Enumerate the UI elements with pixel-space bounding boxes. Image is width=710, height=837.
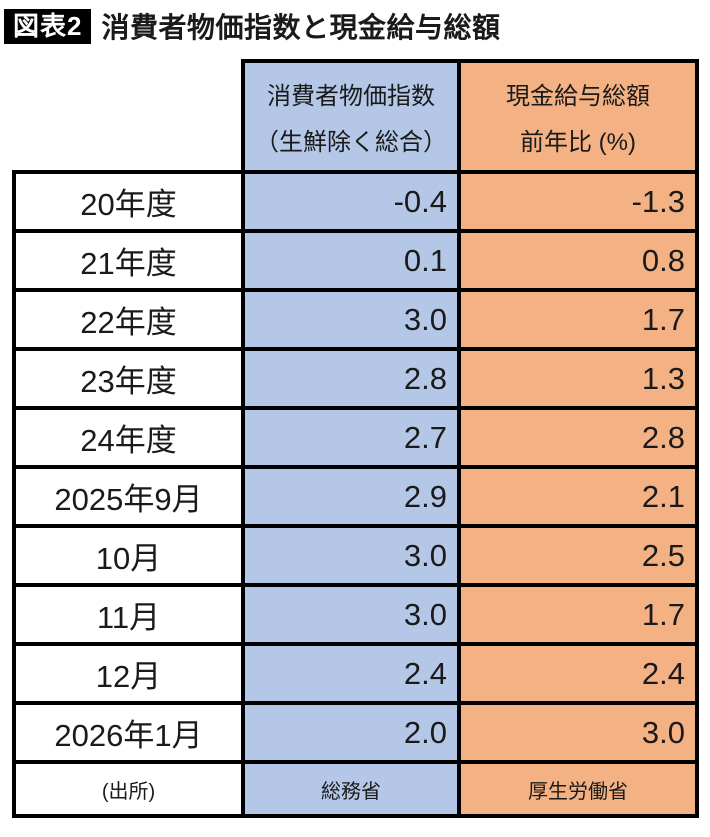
source-row: (出所) 総務省 厚生労働省 [12,760,699,818]
cpi-value: 2.7 [241,406,461,469]
wage-value: 2.1 [457,465,699,528]
header-cpi: 消費者物価指数 （生鮮除く総合） [241,59,461,174]
table-row: 22年度 3.0 1.7 [12,288,699,351]
wage-value: 2.8 [457,406,699,469]
table-row: 21年度 0.1 0.8 [12,229,699,292]
wage-source: 厚生労働省 [457,760,699,818]
source-label: (出所) [12,760,245,818]
header-empty-cell [14,61,243,172]
cpi-source: 総務省 [241,760,461,818]
row-label: 2025年9月 [12,465,245,528]
cpi-value: 2.9 [241,465,461,528]
cpi-value: 2.8 [241,347,461,410]
table-row: 10月 3.0 2.5 [12,524,699,587]
data-table: 消費者物価指数 （生鮮除く総合） 現金給与総額 前年比 (%) 20年度 -0.… [12,59,699,818]
figure-title: 図表2 消費者物価指数と現金給与総額 [4,8,710,44]
wage-value: 2.4 [457,642,699,705]
header-row: 消費者物価指数 （生鮮除く総合） 現金給与総額 前年比 (%) [14,59,699,174]
table-row: 20年度 -0.4 -1.3 [12,170,699,233]
cpi-value: -0.4 [241,170,461,233]
row-label: 12月 [12,642,245,705]
wage-value: 0.8 [457,229,699,292]
header-wage: 現金給与総額 前年比 (%) [457,59,699,174]
cpi-value: 0.1 [241,229,461,292]
row-label: 24年度 [12,406,245,469]
table-row: 11月 3.0 1.7 [12,583,699,646]
cpi-value: 2.0 [241,701,461,764]
header-wage-line2: 前年比 (%) [520,129,636,156]
row-label: 11月 [12,583,245,646]
page-title: 消費者物価指数と現金給与総額 [101,12,501,43]
wage-value: 1.7 [457,288,699,351]
row-label: 20年度 [12,170,245,233]
row-label: 2026年1月 [12,701,245,764]
table-row: 23年度 2.8 1.3 [12,347,699,410]
table-row: 24年度 2.7 2.8 [12,406,699,469]
row-label: 21年度 [12,229,245,292]
row-label: 23年度 [12,347,245,410]
wage-value: 3.0 [457,701,699,764]
wage-value: 1.7 [457,583,699,646]
table-row: 2026年1月 2.0 3.0 [12,701,699,764]
table-row: 12月 2.4 2.4 [12,642,699,705]
cpi-value: 3.0 [241,288,461,351]
header-wage-line1: 現金給与総額 [506,83,650,110]
row-label: 22年度 [12,288,245,351]
figure-number-badge: 図表2 [4,8,92,44]
header-cpi-line1: 消費者物価指数 [267,83,435,110]
wage-value: 2.5 [457,524,699,587]
row-label: 10月 [12,524,245,587]
table-row: 2025年9月 2.9 2.1 [12,465,699,528]
wage-value: 1.3 [457,347,699,410]
wage-value: -1.3 [457,170,699,233]
cpi-value: 2.4 [241,642,461,705]
header-cpi-line2: （生鮮除く総合） [255,129,447,156]
cpi-value: 3.0 [241,583,461,646]
cpi-value: 3.0 [241,524,461,587]
